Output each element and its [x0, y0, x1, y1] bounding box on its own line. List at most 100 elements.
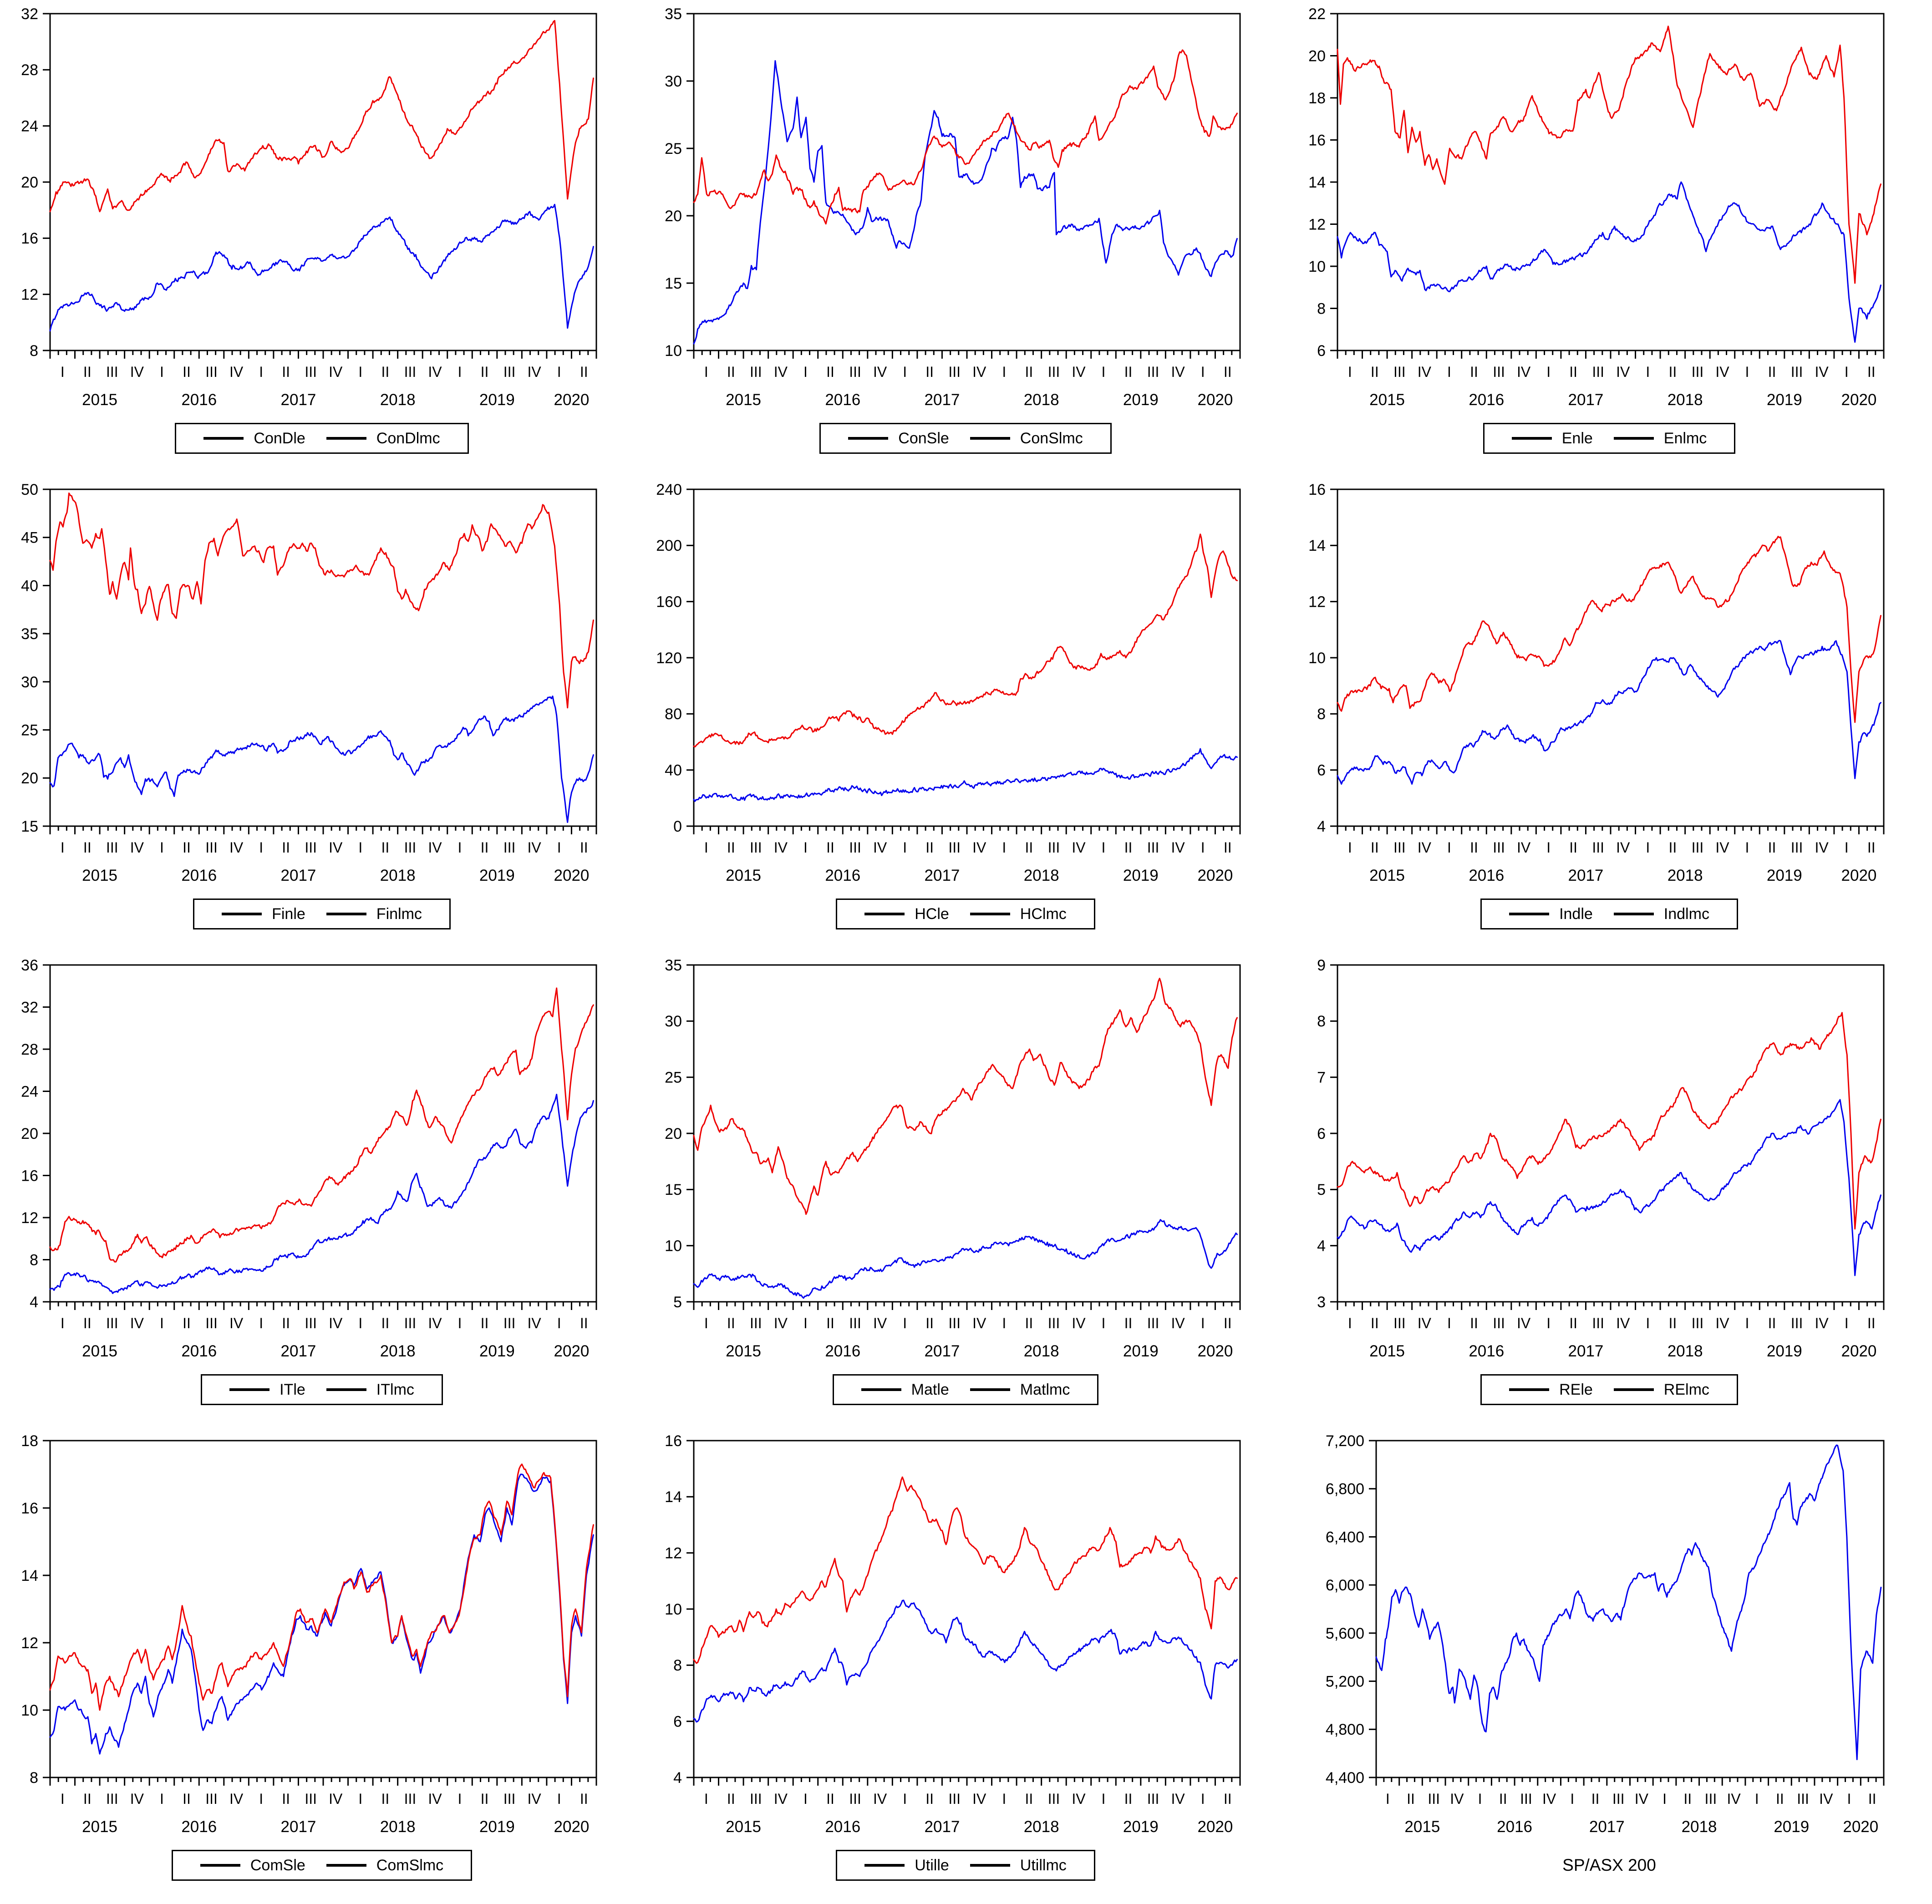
x-quarter-label: II	[282, 839, 290, 856]
y-tick-label: 14	[21, 1567, 38, 1584]
x-quarter-label: II	[727, 1791, 735, 1807]
y-tick-label: 5	[1317, 1181, 1326, 1198]
x-quarter-label: IV	[1727, 1791, 1741, 1807]
x-quarter-label: III	[948, 839, 961, 856]
y-tick-label: 5,600	[1326, 1625, 1364, 1642]
x-quarter-label: IV	[329, 364, 343, 380]
blue-line-swatch	[1511, 437, 1552, 440]
util-legend-row: Utille Utillmc	[644, 1839, 1287, 1891]
x-year-label: 2018	[380, 1342, 416, 1360]
y-tick-label: 40	[665, 762, 682, 779]
x-quarter-label: II	[381, 839, 389, 856]
x-quarter-label: III	[1592, 1315, 1604, 1331]
x-quarter-label: I	[704, 364, 708, 380]
x-year-label: 2016	[825, 1342, 860, 1360]
cons-legend-row: ConSle ConSlmc	[644, 412, 1287, 464]
legend-label: Utille	[915, 1856, 949, 1874]
x-quarter-label: I	[903, 364, 907, 380]
y-tick-label: 40	[21, 577, 38, 594]
legend-label: Matle	[911, 1381, 949, 1398]
x-quarter-label: III	[750, 364, 762, 380]
legend-item: HClmc	[970, 906, 1067, 922]
x-quarter-label: IV	[774, 1315, 788, 1331]
x-quarter-label: I	[1201, 839, 1205, 856]
x-year-label: 2018	[380, 1818, 416, 1836]
x-quarter-label: II	[1025, 364, 1033, 380]
util-legend-box: Utille Utillmc	[836, 1849, 1095, 1881]
x-year-label: 2018	[1668, 1342, 1703, 1360]
y-tick-label: 12	[665, 1545, 682, 1562]
chart-panel-it: 4 8 12 16 20 24 28 32 36 I II III IV I II III IV I II III IV…	[0, 951, 644, 1427]
x-quarter-label: III	[1791, 1315, 1803, 1331]
cond-legend-row: ConDle ConDlmc	[0, 412, 644, 464]
x-year-label: 2015	[1369, 391, 1405, 409]
y-tick-label: 4,800	[1326, 1721, 1364, 1738]
x-year-label: 2019	[1767, 1342, 1802, 1360]
x-quarter-label: III	[1393, 1315, 1406, 1331]
y-tick-label: 10	[665, 342, 682, 360]
y-tick-label: 20	[665, 208, 682, 225]
x-quarter-label: IV	[1418, 839, 1432, 856]
x-quarter-label: II	[1867, 839, 1876, 856]
x-quarter-label: III	[503, 1791, 516, 1807]
x-quarter-label: IV	[329, 1315, 343, 1331]
series-line-HClmc	[693, 533, 1238, 748]
x-quarter-label: IV	[972, 1315, 986, 1331]
x-quarter-label: I	[1102, 839, 1106, 856]
blue-line-swatch	[864, 1863, 905, 1867]
legend-item: Utille	[864, 1858, 949, 1873]
x-quarter-label: IV	[329, 1791, 343, 1807]
x-quarter-label: I	[903, 1315, 907, 1331]
x-quarter-label: II	[1025, 839, 1033, 856]
x-quarter-label: I	[1646, 1315, 1650, 1331]
x-quarter-label: III	[1692, 364, 1704, 380]
x-quarter-label: I	[1002, 1791, 1006, 1807]
y-tick-label: 4	[1317, 1238, 1326, 1255]
x-year-label: 2020	[554, 391, 590, 409]
chart-panel-cons: 10 15 20 25 30 35 I II III IV I II III IV I II III IV I II I…	[644, 0, 1287, 476]
blue-line-swatch	[1509, 912, 1550, 915]
red-line-swatch	[1613, 1388, 1654, 1391]
x-quarter-label: I	[259, 839, 263, 856]
y-tick-label: 28	[21, 61, 38, 79]
x-year-label: 2020	[1841, 867, 1877, 884]
x-quarter-label: IV	[1715, 1315, 1729, 1331]
x-quarter-label: II	[1224, 1315, 1232, 1331]
x-year-label: 2016	[825, 391, 860, 409]
x-quarter-label: IV	[774, 839, 788, 856]
x-quarter-label: III	[404, 1315, 417, 1331]
x-quarter-label: III	[1147, 839, 1159, 856]
x-quarter-label: II	[1025, 1791, 1033, 1807]
y-tick-label: 8	[30, 1251, 38, 1269]
x-year-label: 2015	[726, 867, 761, 884]
legend-item: ConSlmc	[970, 431, 1083, 446]
legend-item: Matle	[861, 1382, 949, 1397]
x-quarter-label: II	[580, 1315, 588, 1331]
x-quarter-label: III	[404, 839, 417, 856]
x-quarter-label: II	[1867, 364, 1876, 380]
x-quarter-label: II	[1768, 364, 1776, 380]
x-quarter-label: II	[183, 1315, 191, 1331]
x-quarter-label: III	[1692, 1315, 1704, 1331]
x-quarter-label: IV	[1635, 1791, 1649, 1807]
y-tick-label: 8	[1317, 300, 1326, 317]
x-quarter-label: IV	[1542, 1791, 1556, 1807]
x-quarter-label: I	[1646, 364, 1650, 380]
x-quarter-label: II	[727, 839, 735, 856]
series-line-REle	[1337, 1099, 1881, 1276]
y-tick-label: 22	[1308, 5, 1326, 23]
x-quarter-label: II	[1668, 364, 1677, 380]
x-quarter-label: II	[826, 364, 834, 380]
plot-frame	[693, 964, 1241, 1303]
y-tick-label: 30	[21, 674, 38, 691]
x-quarter-label: I	[1201, 364, 1205, 380]
x-quarter-label: IV	[1171, 839, 1185, 856]
red-line-swatch	[970, 437, 1010, 440]
x-year-label: 2020	[554, 1818, 590, 1836]
y-tick-label: 200	[656, 537, 682, 554]
x-year-label: 2019	[1123, 391, 1159, 409]
y-tick-label: 14	[1308, 537, 1326, 554]
x-quarter-label: I	[1663, 1791, 1667, 1807]
